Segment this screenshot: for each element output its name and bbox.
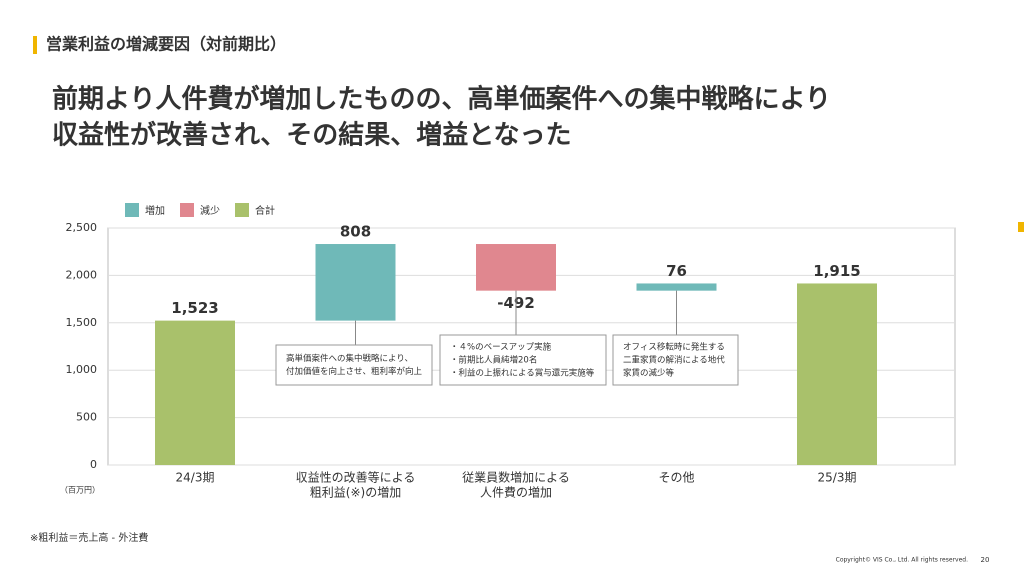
header-accent [33,36,37,54]
legend-label: 合計 [255,204,275,217]
headline: 収益性が改善され、その結果、増益となった [52,120,571,151]
bar [636,283,717,291]
annotation-text: ・前期比人員純増20名 [450,355,537,366]
annotation-text: オフィス移転時に発生する [623,342,725,353]
x-tick-label: その他 [658,471,694,485]
bar [476,244,556,291]
value-label: 76 [666,262,687,280]
value-label: 808 [340,223,371,241]
annotation-box [612,334,739,386]
legend-label: 減少 [200,204,220,217]
annotation-text: ・利益の上振れによる賞与還元実施等 [450,368,595,379]
bar [797,283,877,465]
bar [315,244,396,321]
x-tick-label: 25/3期 [818,471,857,485]
x-tick-label: 収益性の改善等による [296,470,416,485]
legend-swatch [235,203,249,217]
y-tick-label: 1,500 [66,316,98,329]
annotation-text: 家賃の減少等 [623,368,675,379]
x-tick-label: 従業員数増加による [462,470,570,485]
value-label: 1,523 [171,299,218,317]
header: 営業利益の増減要因（対前期比） [46,35,286,54]
bar [155,320,235,465]
value-label: 1,915 [813,262,860,280]
page-number: 20 [981,556,990,564]
y-tick-label: 500 [76,411,97,424]
annotation-text: ・４%のベースアップ実施 [450,342,552,353]
legend-swatch [180,203,194,217]
y-unit: （百万円） [60,486,100,495]
annotation-text: 高単価案件への集中戦略により、 [286,353,413,364]
legend-swatch [125,203,139,217]
edge-accent [1018,222,1024,232]
x-tick-label: 24/3期 [176,471,215,485]
annotation-text: 付加価値を向上させ、粗利率が向上 [286,366,423,377]
footnote: ※粗利益＝売上高 - 外注費 [30,531,148,544]
y-tick-label: 2,000 [66,268,98,281]
legend-label: 増加 [145,204,165,217]
y-tick-label: 1,000 [66,363,98,376]
headline: 前期より人件費が増加したものの、高単価案件への集中戦略により [52,84,831,115]
y-tick-label: 0 [90,458,97,471]
annotation-text: 二重家賃の解消による地代 [623,355,725,366]
copyright: Copyright© VIS Co., Ltd. All rights rese… [836,557,968,564]
annotation-box [439,334,607,386]
y-tick-label: 2,500 [66,221,98,234]
x-tick-label: 人件費の増加 [480,485,552,500]
x-tick-label: 粗利益(※)の増加 [310,486,401,500]
annotation-box [275,344,433,386]
